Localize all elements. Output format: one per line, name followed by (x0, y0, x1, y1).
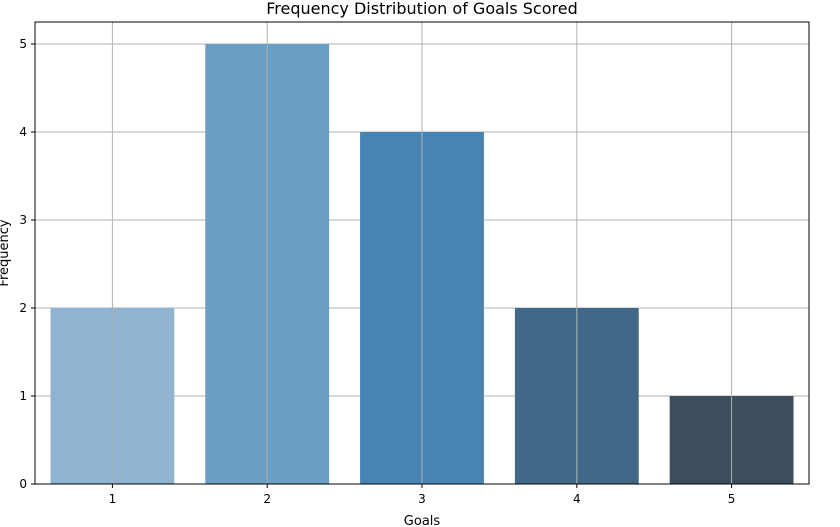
x-tick-label: 2 (263, 492, 271, 506)
vertical-grid-lines (111, 22, 733, 484)
y-tick-label: 1 (19, 389, 27, 403)
chart-title: Frequency Distribution of Goals Scored (266, 0, 578, 18)
y-axis-label: Frequency (0, 219, 12, 286)
y-tick-label: 2 (19, 301, 27, 315)
y-tick-label: 0 (19, 477, 27, 491)
x-axis-ticks: 1 2 3 4 5 (109, 484, 736, 506)
x-tick-label: 4 (573, 492, 581, 506)
x-tick-label: 5 (728, 492, 736, 506)
x-axis-label: Goals (404, 514, 441, 527)
y-tick-label: 4 (19, 125, 27, 139)
y-tick-label: 3 (19, 213, 27, 227)
y-axis-ticks: 0 1 2 3 4 5 (19, 37, 35, 491)
x-tick-label: 1 (109, 492, 117, 506)
y-tick-label: 5 (19, 37, 27, 51)
x-tick-label: 3 (418, 492, 426, 506)
